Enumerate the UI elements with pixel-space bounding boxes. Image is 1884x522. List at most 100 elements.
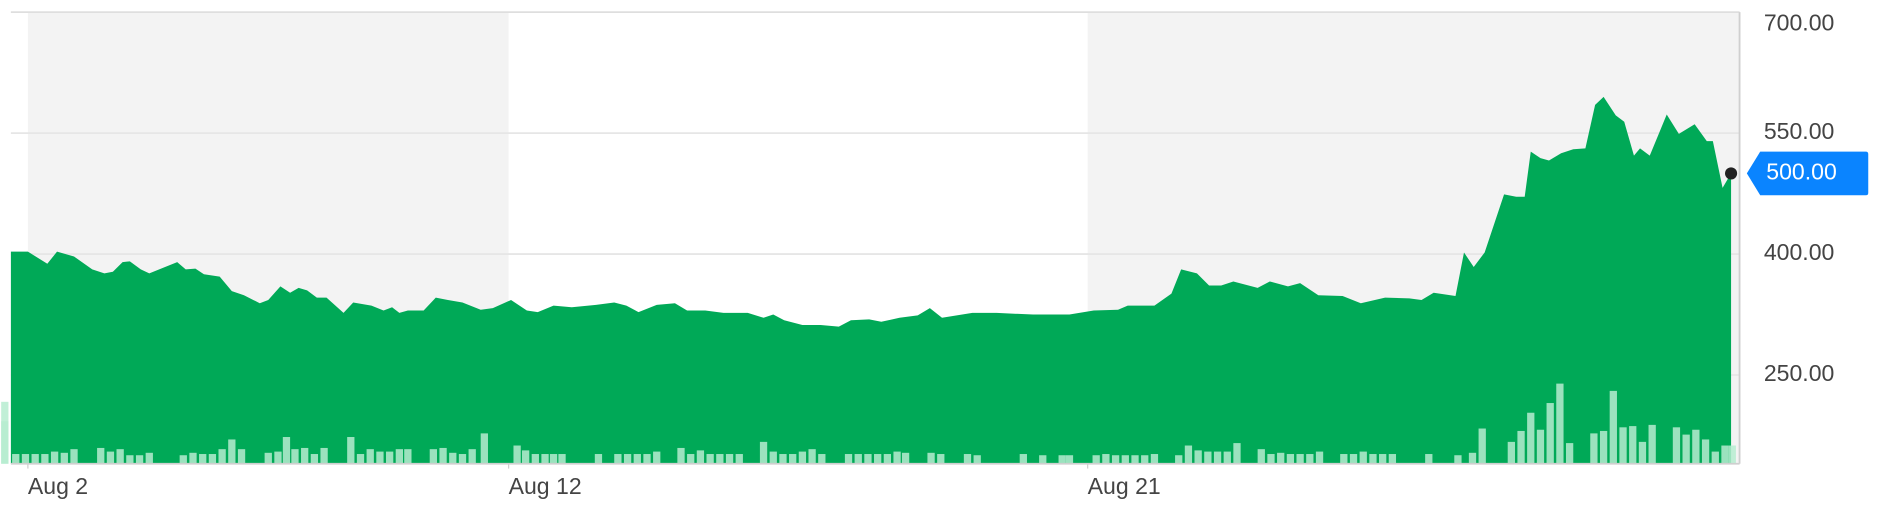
x-tick-label: Aug 2 (28, 473, 88, 499)
volume-bar (1388, 454, 1397, 464)
volume-bar (1565, 443, 1574, 464)
volume-bar (1058, 455, 1066, 464)
volume-bar (1672, 427, 1681, 464)
volume-bar (973, 455, 981, 464)
volume-bar (558, 454, 566, 464)
volume-bar (1648, 424, 1656, 464)
volume-bar (759, 441, 768, 464)
volume-bar (1019, 454, 1027, 464)
volume-bar (1131, 455, 1139, 464)
volume-bar (1065, 455, 1074, 464)
volume-bar (1507, 441, 1515, 464)
volume-bar (1546, 403, 1554, 464)
volume-bar (264, 452, 272, 464)
volume-bar (1296, 454, 1304, 464)
y-tick-label: 550.00 (1764, 118, 1835, 144)
volume-bar (1277, 452, 1285, 464)
volume-bar (1454, 455, 1462, 464)
volume-bar (395, 449, 404, 464)
volume-bar (179, 455, 187, 464)
volume-bar (291, 449, 299, 464)
volume-bar (1213, 451, 1222, 464)
volume-bar (1692, 429, 1700, 464)
volume-bar (513, 445, 521, 464)
price-tag-label: 500.00 (1766, 159, 1837, 185)
volume-bar (818, 454, 826, 464)
volume-bar (716, 454, 724, 464)
volume-bar (386, 451, 394, 464)
x-tick-label: Aug 12 (509, 473, 582, 499)
volume-bar (449, 452, 457, 464)
x-tick-label: Aug 21 (1088, 473, 1161, 499)
volume-bar (1478, 428, 1486, 464)
volume-bar (1536, 429, 1545, 464)
volume-bar (1141, 455, 1149, 464)
volume-bar (1721, 445, 1729, 464)
price-area (10, 96, 1732, 464)
volume-bar (1638, 441, 1647, 464)
volume-bar (696, 450, 705, 464)
volume-bar (844, 454, 853, 464)
last-point (1725, 167, 1738, 180)
volume-bar (854, 454, 862, 464)
volume-bar (1340, 454, 1348, 464)
volume-bar (808, 449, 816, 464)
volume-bar (41, 454, 49, 464)
volume-bar (1306, 454, 1314, 464)
volume-bar (228, 439, 236, 464)
volume-bar (1, 421, 9, 464)
volume-bar (864, 454, 872, 464)
volume-bar (883, 454, 892, 464)
volume-bar (106, 451, 115, 464)
y-tick-label: 700.00 (1764, 9, 1835, 35)
volume-bar (633, 454, 641, 464)
volume-bar (963, 454, 972, 464)
volume-bar (274, 451, 282, 464)
volume-bar (531, 454, 539, 464)
volume-bar (97, 447, 105, 464)
volume-bar (1425, 454, 1433, 464)
y-tick-label: 400.00 (1764, 239, 1835, 265)
volume-bar (594, 454, 603, 464)
volume-bar (347, 437, 355, 464)
volume-bar (116, 449, 124, 464)
volume-bar (21, 454, 30, 464)
volume-bar (135, 455, 144, 464)
volume-bar (1701, 439, 1710, 464)
volume-bar (145, 452, 153, 464)
volume-bar (1728, 445, 1736, 464)
volume-bar (901, 452, 910, 464)
volume-bar (1150, 454, 1159, 464)
volume-bar (1257, 449, 1265, 464)
volume-bar (735, 454, 743, 464)
volume-bar (1711, 451, 1719, 464)
volume-bar (1286, 454, 1295, 464)
volume-bar (189, 452, 197, 464)
volume-bar (677, 447, 685, 464)
volume-bar (874, 454, 882, 464)
volume-bar (1629, 426, 1637, 464)
volume-bar (549, 454, 558, 464)
volume-bar (208, 454, 217, 464)
volume-bar (725, 454, 734, 464)
volume-bar (366, 449, 374, 464)
volume-bar (541, 454, 549, 464)
volume-bar (70, 449, 78, 464)
volume-bar (458, 454, 467, 464)
volume-bar (50, 451, 59, 464)
volume-bar (356, 454, 365, 464)
volume-bar (1184, 445, 1193, 464)
volume-bar (687, 454, 695, 464)
volume-bar (199, 454, 207, 464)
volume-bar (1468, 452, 1477, 464)
volume-bar (893, 451, 901, 464)
volume-bar (779, 454, 787, 464)
volume-bar (1609, 390, 1617, 464)
volume-bar (218, 449, 226, 464)
volume-bar (1194, 450, 1202, 464)
volume-bar (1556, 383, 1564, 464)
volume-bar (798, 451, 807, 464)
volume-bar (1111, 455, 1120, 464)
volume-bar (1092, 455, 1100, 464)
